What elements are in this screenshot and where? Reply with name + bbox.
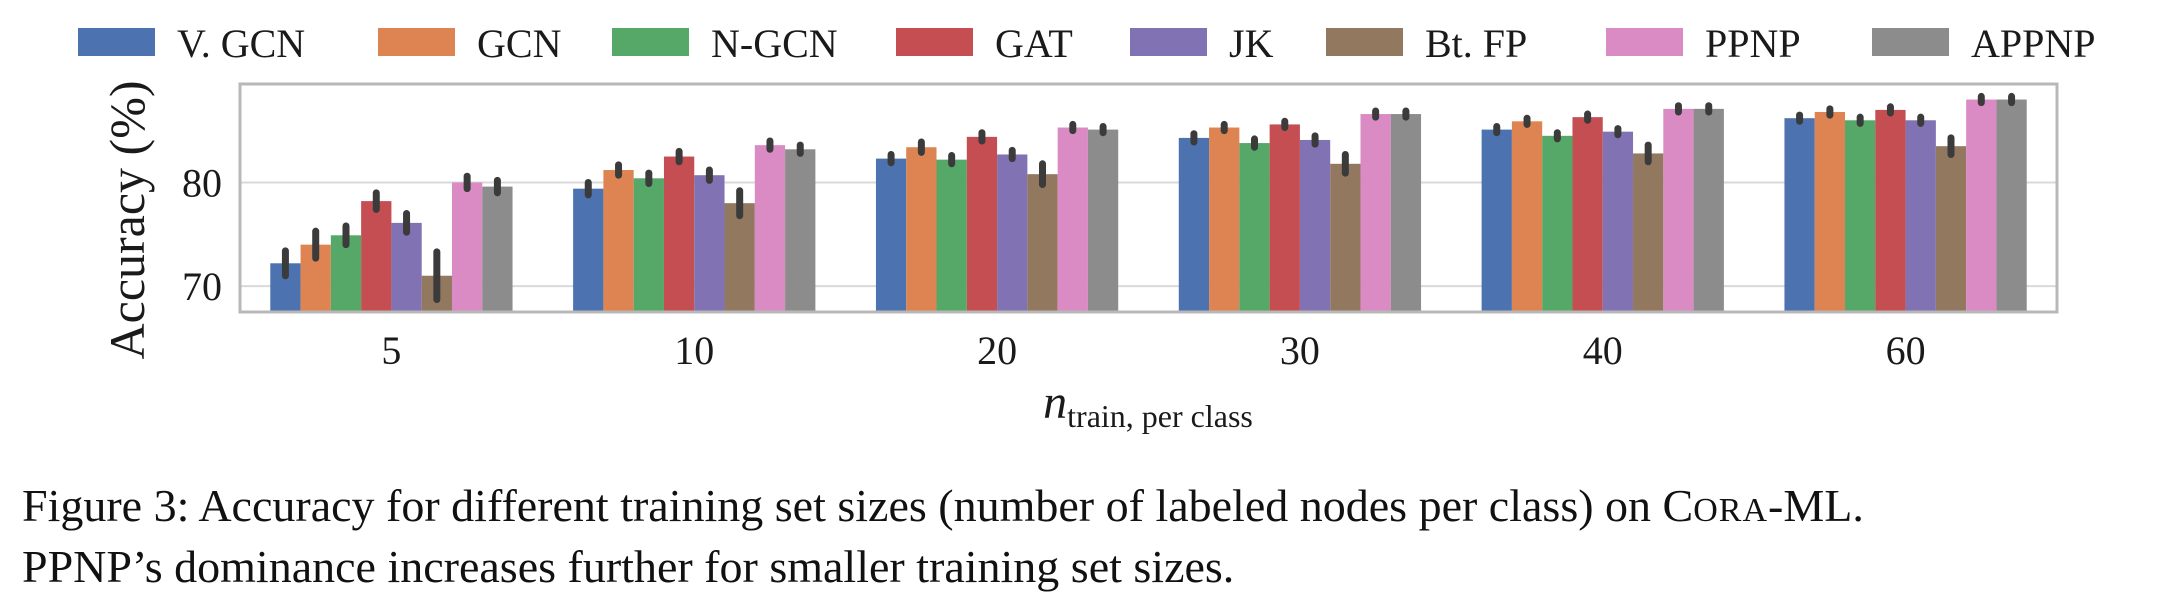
bar-v-gcn-30: [1178, 137, 1210, 312]
bar-jk-5: [391, 222, 422, 312]
bar-ppnp-60: [1966, 99, 1997, 312]
bar-gat-30: [1269, 124, 1300, 312]
legend-label-n-gcn: N-GCN: [711, 21, 838, 66]
caption-tail: -ML.: [1768, 480, 1864, 531]
legend-swatch-appnp: [1872, 28, 1949, 56]
error-bars: [281, 92, 2016, 304]
bar-v-gcn-20: [875, 158, 907, 312]
x-tick-label-20: 20: [977, 328, 1017, 373]
legend-label-gcn: GCN: [477, 21, 561, 66]
bar-appnp-40: [1693, 108, 1724, 312]
y-tick-labels: 70 80: [182, 160, 222, 309]
legend-swatch-v-gcn: [78, 28, 155, 56]
bar-ppnp-5: [451, 182, 483, 312]
bar-appnp-20: [1087, 129, 1119, 312]
bar-ppnp-40: [1663, 108, 1694, 312]
bar-jk-10: [694, 175, 725, 312]
caption-lead: Figure 3: Accuracy for different trainin…: [22, 480, 1694, 531]
x-tick-label-5: 5: [381, 328, 401, 373]
bar-v-gcn-60: [1784, 118, 1815, 312]
x-tick-label-60: 60: [1886, 328, 1926, 373]
bar-gat-40: [1572, 117, 1603, 312]
bar-ppnp-20: [1057, 127, 1088, 312]
bar-bt-fp-10: [724, 203, 755, 312]
bar-gat-20: [966, 136, 998, 312]
plot-frame: [238, 82, 2059, 314]
caption-line-2: PPNP’s dominance increases further for s…: [22, 541, 1235, 592]
bar-appnp-30: [1390, 114, 1422, 313]
legend-swatch-gcn: [378, 28, 455, 56]
bar-gcn-60: [1814, 111, 1846, 313]
bar-appnp-10: [785, 149, 816, 312]
x-tick-label-40: 40: [1583, 328, 1623, 373]
legend-swatch-gat: [896, 28, 973, 56]
y-axis-label: Accuracy (%): [99, 81, 155, 360]
x-axis-label-sub: train, per class: [1067, 398, 1253, 434]
figure-caption: Figure 3: Accuracy for different trainin…: [22, 478, 2172, 595]
bar-jk-20: [997, 154, 1028, 312]
chart-legend: V. GCN GCN N-GCN GAT JK Bt. FP PPNP APPNP: [78, 21, 2096, 66]
legend-label-gat: GAT: [995, 21, 1073, 66]
legend-swatch-ppnp: [1606, 28, 1683, 56]
grid-lines: [240, 181, 2057, 288]
x-axis-label-main: n: [1043, 376, 1067, 429]
bar-gcn-40: [1511, 121, 1543, 313]
bar-bt-fp-30: [1330, 163, 1361, 312]
bar-gcn-30: [1209, 127, 1240, 312]
bar-gat-5: [361, 201, 392, 312]
legend-swatch-n-gcn: [612, 28, 689, 56]
legend-label-v-gcn: V. GCN: [177, 21, 305, 66]
x-tick-labels: 5 10 20 30 40 60: [381, 328, 1925, 373]
bar-n-gcn-60: [1845, 120, 1876, 312]
x-tick-label-30: 30: [1280, 328, 1320, 373]
bar-appnp-5: [482, 186, 513, 312]
bar-ppnp-30: [1360, 114, 1391, 313]
bar-jk-40: [1602, 131, 1634, 312]
x-tick-label-10: 10: [674, 328, 714, 373]
bar-n-gcn-20: [936, 159, 967, 312]
bar-series: [270, 99, 2027, 313]
bar-jk-30: [1299, 139, 1331, 312]
bar-bt-fp-40: [1633, 153, 1664, 312]
legend-label-appnp: APPNP: [1971, 21, 2096, 66]
bar-appnp-60: [1996, 99, 2027, 312]
bar-jk-60: [1905, 120, 1936, 312]
bar-gat-60: [1875, 109, 1906, 312]
y-tick-label-70: 70: [182, 264, 222, 309]
bar-n-gcn-10: [633, 178, 664, 312]
legend-label-bt-fp: Bt. FP: [1425, 21, 1527, 66]
bar-ppnp-10: [754, 145, 786, 312]
bar-gat-10: [663, 156, 695, 312]
y-tick-label-80: 80: [182, 160, 222, 205]
bar-n-gcn-40: [1542, 135, 1573, 312]
legend-label-ppnp: PPNP: [1705, 21, 1801, 66]
legend-label-jk: JK: [1229, 21, 1274, 66]
caption-line-1: Figure 3: Accuracy for different trainin…: [22, 478, 2172, 539]
legend-swatch-bt-fp: [1326, 28, 1403, 56]
bar-n-gcn-30: [1239, 143, 1270, 312]
legend-swatch-jk: [1130, 28, 1207, 56]
bar-v-gcn-40: [1481, 129, 1512, 312]
caption-smallcaps: ORA: [1693, 492, 1769, 529]
x-axis-label: ntrain, per class: [1043, 376, 1253, 434]
bar-v-gcn-10: [573, 188, 604, 312]
bar-gcn-20: [906, 147, 937, 312]
bar-gcn-10: [603, 170, 634, 312]
bar-bt-fp-20: [1027, 174, 1058, 312]
bar-bt-fp-60: [1935, 146, 1967, 312]
